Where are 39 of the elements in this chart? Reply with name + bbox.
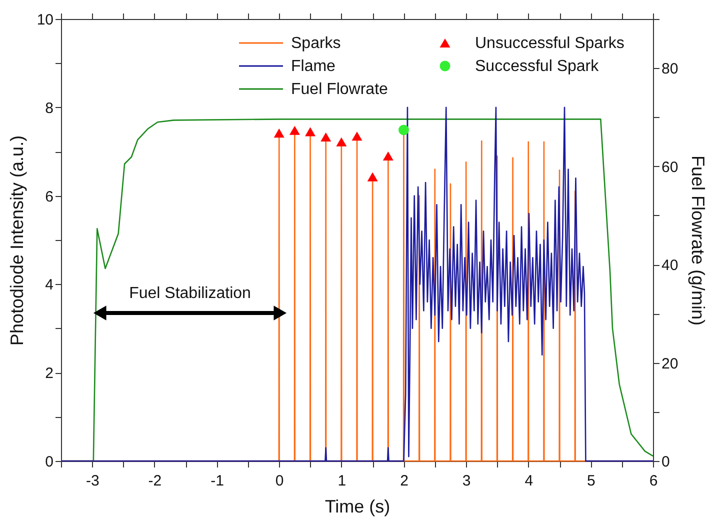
y2-tick-label: 60 (662, 158, 678, 176)
y-tick-label: 0 (45, 454, 54, 470)
point (367, 172, 378, 182)
x-tick-label: -1 (210, 472, 224, 490)
legend-label: Unsuccessful Sparks (475, 35, 624, 52)
annotation: Fuel Stabilization (129, 285, 251, 302)
point (336, 137, 347, 146)
legend-label: Successful Spark (475, 58, 600, 75)
x-tick-label: 3 (462, 472, 471, 490)
x-tick-label: 1 (338, 472, 346, 490)
point (305, 127, 316, 136)
x-tick-label: -2 (148, 472, 162, 490)
point (274, 128, 284, 138)
y-tick-label: 10 (36, 12, 54, 28)
x-tick-label: 0 (275, 472, 284, 490)
y2-tick-label: 0 (662, 454, 670, 470)
point (398, 124, 409, 136)
x-tick-label: 4 (524, 472, 534, 490)
y2-axis-title: Fuel Flowrate (g/min) (688, 155, 708, 326)
point (382, 151, 394, 161)
y-tick-label: 2 (45, 365, 54, 382)
y2-tick-label: 40 (662, 257, 678, 274)
y2-tick-label: 80 (662, 60, 678, 78)
x-tick-label: 2 (400, 472, 408, 490)
x-tick-label: -3 (86, 472, 100, 490)
x-tick-label: 5 (587, 472, 596, 490)
legend-label: Sparks (291, 35, 341, 52)
x-axis-title: Time (s) (324, 496, 390, 516)
y-tick-label: 6 (45, 188, 54, 206)
point (289, 126, 300, 135)
point (320, 132, 332, 142)
y-tick-label: 8 (45, 100, 54, 117)
y-axis-title: Photodiode Intensity (a.u.) (6, 135, 27, 346)
point (352, 132, 362, 141)
y2-tick-label: 20 (662, 355, 678, 372)
legend-label: Fuel Flowrate (291, 81, 388, 98)
legend-label: Flame (291, 58, 336, 75)
y-tick-label: 4 (45, 276, 54, 294)
x-tick-label: 6 (649, 472, 658, 490)
